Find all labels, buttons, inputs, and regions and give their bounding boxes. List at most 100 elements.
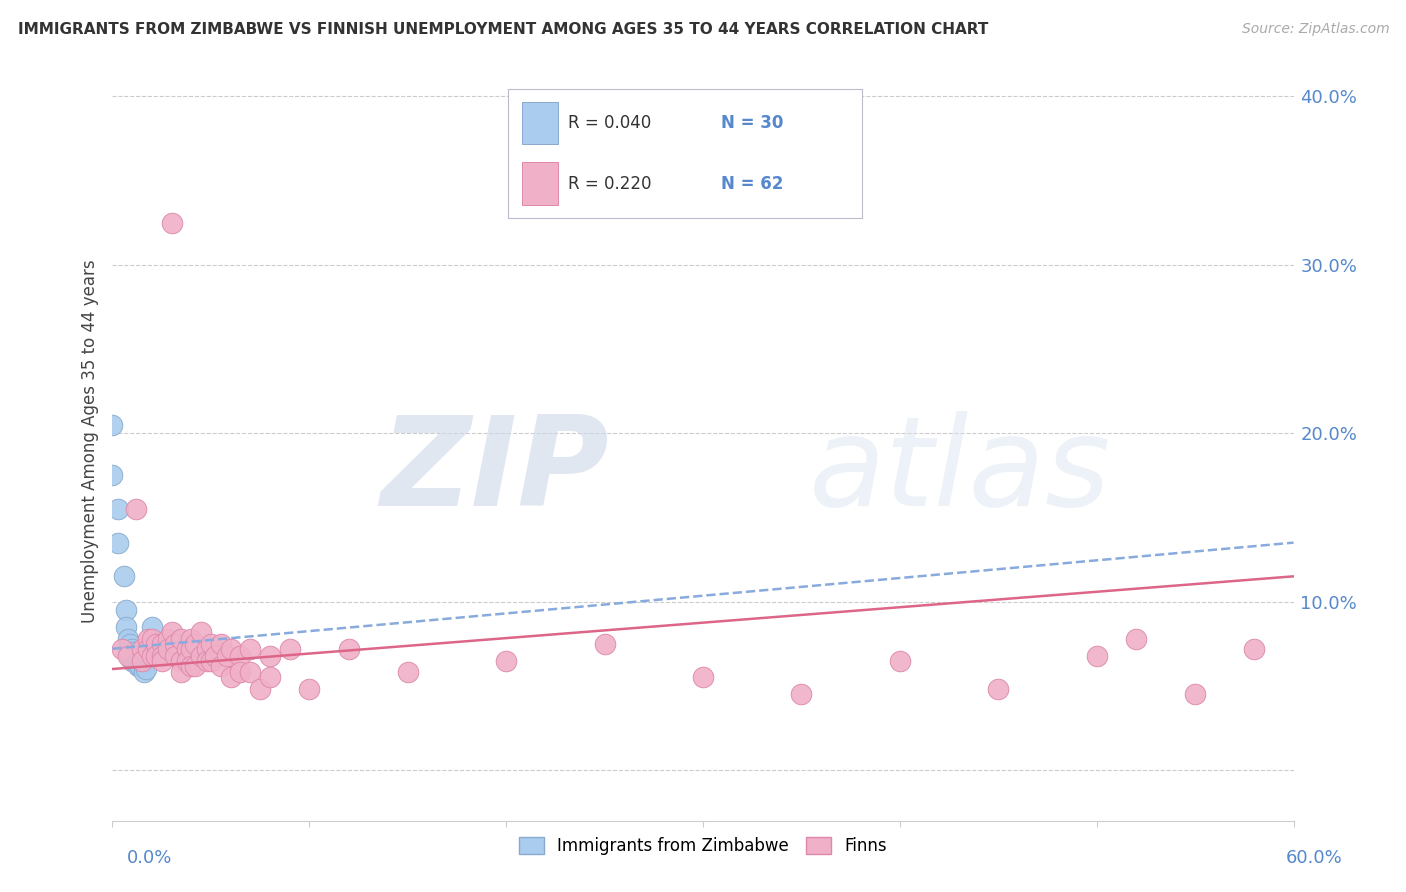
Point (150, 654, 173, 668)
Point (1125, 632, 1147, 646)
Point (184, 637, 207, 651)
Point (145, 637, 167, 651)
Point (107, 502, 129, 516)
Text: atlas: atlas (810, 411, 1111, 533)
Point (112, 569, 135, 583)
Point (131, 654, 153, 668)
Point (120, 637, 142, 651)
Point (125, 648, 148, 663)
Point (200, 654, 222, 668)
Point (1243, 641, 1265, 656)
Point (101, 468, 124, 483)
Point (259, 648, 281, 663)
Point (120, 648, 142, 663)
Point (229, 648, 252, 663)
Point (136, 648, 159, 663)
Point (176, 654, 198, 668)
Point (131, 648, 153, 663)
Point (129, 654, 152, 668)
Point (131, 654, 153, 668)
Text: Source: ZipAtlas.com: Source: ZipAtlas.com (1241, 22, 1389, 37)
Point (215, 648, 238, 663)
Point (165, 637, 187, 651)
Point (150, 648, 173, 663)
Point (117, 632, 139, 646)
Point (125, 654, 148, 668)
Point (131, 641, 153, 656)
Point (101, 417, 124, 432)
Point (209, 658, 232, 673)
Point (160, 624, 183, 639)
Point (117, 648, 139, 663)
Text: IMMIGRANTS FROM ZIMBABWE VS FINNISH UNEMPLOYMENT AMONG AGES 35 TO 44 YEARS CORRE: IMMIGRANTS FROM ZIMBABWE VS FINNISH UNEM… (18, 22, 988, 37)
Point (165, 648, 187, 663)
Point (337, 641, 360, 656)
Point (790, 687, 813, 701)
Point (1085, 648, 1108, 663)
Point (195, 654, 218, 668)
Point (135, 654, 157, 668)
Point (132, 658, 155, 673)
Point (170, 632, 193, 646)
Point (204, 648, 226, 663)
Point (176, 641, 198, 656)
Point (150, 637, 173, 651)
Point (141, 620, 163, 634)
Point (1184, 687, 1206, 701)
Point (495, 654, 517, 668)
Point (111, 641, 134, 656)
Point (127, 654, 149, 668)
Point (298, 682, 321, 697)
Point (229, 665, 252, 680)
Text: 60.0%: 60.0% (1286, 849, 1343, 867)
Text: ZIP: ZIP (380, 411, 609, 533)
Point (129, 658, 152, 673)
Point (121, 648, 143, 663)
Point (180, 641, 202, 656)
Point (184, 658, 207, 673)
Point (141, 632, 163, 646)
Point (121, 641, 143, 656)
Point (132, 665, 155, 680)
Point (593, 637, 616, 651)
Point (135, 662, 157, 676)
Point (122, 654, 145, 668)
Point (278, 641, 301, 656)
Point (200, 637, 222, 651)
Point (692, 670, 714, 684)
Point (987, 682, 1010, 697)
Point (190, 648, 212, 663)
Point (117, 641, 139, 656)
Point (180, 632, 202, 646)
Point (115, 620, 138, 634)
Point (195, 641, 218, 656)
Point (141, 648, 163, 663)
Point (239, 641, 262, 656)
Text: 0.0%: 0.0% (127, 849, 172, 867)
Point (170, 654, 193, 668)
Point (889, 654, 911, 668)
Point (156, 641, 179, 656)
Point (190, 624, 212, 639)
Point (107, 535, 129, 549)
Point (136, 632, 159, 646)
Point (396, 665, 419, 680)
Legend: Immigrants from Zimbabwe, Finns: Immigrants from Zimbabwe, Finns (512, 830, 894, 862)
Point (170, 665, 193, 680)
Point (125, 502, 148, 516)
Point (249, 682, 271, 697)
Point (145, 648, 167, 663)
Point (219, 670, 242, 684)
Point (209, 637, 232, 651)
Point (127, 658, 149, 673)
Point (115, 603, 138, 617)
Point (121, 654, 143, 668)
Point (259, 670, 281, 684)
Point (239, 665, 262, 680)
Point (219, 641, 242, 656)
Point (160, 215, 183, 229)
Point (122, 645, 145, 659)
Point (136, 641, 159, 656)
Y-axis label: Unemployment Among Ages 35 to 44 years: Unemployment Among Ages 35 to 44 years (80, 260, 98, 624)
Point (180, 658, 202, 673)
